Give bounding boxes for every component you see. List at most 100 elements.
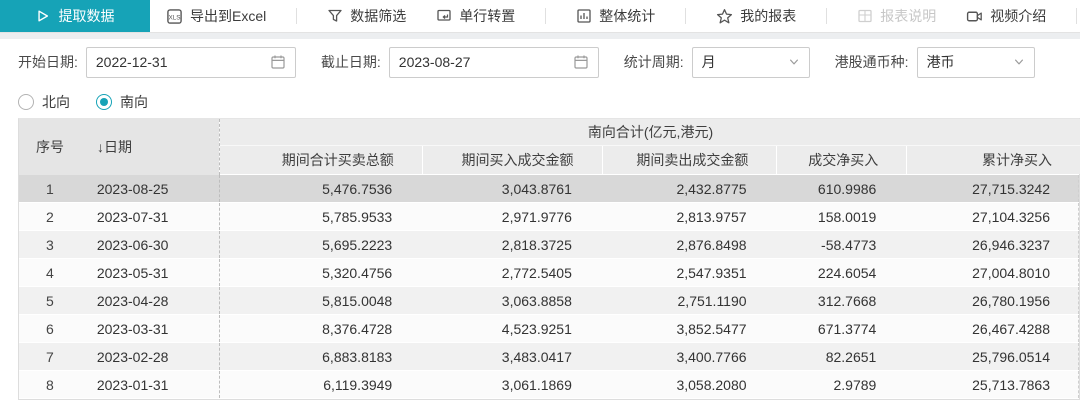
xls-file-icon: XLS (166, 8, 183, 25)
header-cumulative-net-buy[interactable]: 累计净买入 (906, 146, 1080, 174)
report-notes-button: 报表说明 (857, 6, 936, 26)
row-value: 6,119.3949 (218, 371, 421, 398)
start-date-label: 开始日期: (18, 54, 78, 70)
row-date: 2023-05-31 (80, 259, 219, 286)
northbound-label: 北向 (42, 93, 70, 110)
video-intro-button[interactable]: 视频介绍 (966, 6, 1046, 26)
currency-select[interactable]: 港币 (916, 46, 1035, 78)
row-seq: 3 (19, 231, 81, 258)
toolbar-separator (1076, 8, 1078, 24)
row-seq: 7 (19, 343, 81, 370)
calendar-icon (573, 54, 589, 70)
period-label: 统计周期: (623, 54, 684, 70)
row-value: 5,785.9533 (218, 203, 421, 230)
row-value: 82.2651 (774, 343, 905, 370)
row-value: 2,751.1190 (599, 287, 775, 314)
row-value: 27,004.8010 (904, 259, 1079, 286)
radio-northbound[interactable]: 北向 (18, 92, 70, 112)
my-reports-button[interactable]: 我的报表 (716, 6, 796, 26)
table-row[interactable]: 8 2023-01-31 6,119.3949 3,061.1869 3,058.208… (19, 371, 1079, 399)
row-date: 2023-04-28 (80, 287, 219, 314)
row-date: 2023-06-30 (80, 231, 219, 258)
period-select[interactable]: 月 (691, 46, 810, 78)
data-table: 序号 ↓日期 南向合计(亿元,港元) 期间合计买卖总额 期间买入成交金额 期间卖… (18, 118, 1080, 400)
filter-bar: 开始日期: 2022-12-31 截止日期: 2023-08-27 统计周期: … (0, 39, 1080, 85)
toolbar-separator (296, 8, 298, 24)
bar-chart-icon (576, 8, 592, 24)
header-net-buy[interactable]: 成交净买入 (776, 146, 907, 174)
table-row[interactable]: 5 2023-04-28 5,815.0048 3,063.8858 2,751.119… (19, 287, 1079, 315)
currency-label: 港股通币种: (834, 54, 909, 70)
header-seq[interactable]: 序号 (36, 139, 64, 155)
row-value: 224.6054 (774, 259, 905, 286)
row-value: 2,547.9351 (599, 259, 775, 286)
header-date-sort[interactable]: ↓日期 (97, 139, 132, 155)
row-value: 3,061.1869 (420, 371, 600, 398)
star-icon (716, 8, 733, 25)
row-value: 610.9986 (774, 175, 905, 202)
row-seq: 1 (19, 175, 81, 202)
row-transpose-button[interactable]: 单行转置 (436, 6, 515, 26)
export-excel-button[interactable]: XLS 导出到Excel (166, 6, 266, 26)
row-value: 2.9789 (774, 371, 905, 398)
row-date: 2023-07-31 (80, 203, 219, 230)
play-icon (36, 9, 50, 23)
data-filter-button[interactable]: 数据筛选 (327, 6, 406, 26)
row-date: 2023-08-25 (80, 175, 219, 202)
transpose-icon (436, 8, 452, 24)
row-value: 25,713.7863 (904, 371, 1079, 398)
table-row[interactable]: 6 2023-03-31 8,376.4728 4,523.9251 3,852.547… (19, 315, 1079, 343)
table-row[interactable]: 3 2023-06-30 5,695.2223 2,818.3725 2,876.849… (19, 231, 1079, 259)
row-seq: 2 (19, 203, 81, 230)
row-date: 2023-03-31 (80, 315, 219, 342)
table-row[interactable]: 2 2023-07-31 5,785.9533 2,971.9776 2,813.975… (19, 203, 1079, 231)
row-date: 2023-01-31 (80, 371, 219, 398)
row-value: 2,813.9757 (599, 203, 775, 230)
row-value: 26,780.1956 (904, 287, 1079, 314)
row-value: 2,772.5405 (420, 259, 600, 286)
toolbar-divider-band (0, 33, 1080, 39)
toolbar-separator (826, 8, 828, 24)
sub-header-row: 期间合计买卖总额 期间买入成交金额 期间卖出成交金额 成交净买入 累计净买入 (220, 146, 1080, 174)
chevron-down-icon (1013, 56, 1025, 68)
toolbar: 提取数据 XLS 导出到Excel 数据筛选 单行转置 (0, 0, 1080, 33)
header-total-turnover[interactable]: 期间合计买卖总额 (220, 146, 422, 174)
extract-data-label: 提取数据 (58, 8, 115, 24)
overall-stats-button[interactable]: 整体统计 (576, 6, 655, 26)
extract-data-button[interactable]: 提取数据 (0, 0, 150, 32)
table-row[interactable]: 1 2023-08-25 5,476.7536 3,043.8761 2,432.877… (19, 175, 1079, 203)
end-date-input[interactable]: 2023-08-27 (388, 46, 599, 78)
row-seq: 8 (19, 371, 81, 398)
end-date-value: 2023-08-27 (398, 54, 471, 70)
row-transpose-label: 单行转置 (459, 8, 516, 24)
row-value: 5,695.2223 (218, 231, 421, 258)
group-header: 南向合计(亿元,港元) (220, 119, 1080, 146)
period-value: 月 (701, 54, 716, 70)
row-value: 3,400.7766 (599, 343, 775, 370)
export-excel-label: 导出到Excel (190, 8, 267, 24)
my-reports-label: 我的报表 (740, 8, 797, 24)
row-seq: 5 (19, 287, 81, 314)
start-date-input[interactable]: 2022-12-31 (85, 46, 296, 78)
row-value: 26,946.3237 (904, 231, 1079, 258)
data-filter-label: 数据筛选 (350, 8, 407, 24)
row-value: 3,063.8858 (420, 287, 600, 314)
row-value: 3,043.8761 (420, 175, 600, 202)
row-value: 3,852.5477 (599, 315, 775, 342)
table-header: 序号 ↓日期 南向合计(亿元,港元) 期间合计买卖总额 期间买入成交金额 期间卖… (19, 119, 1080, 175)
radio-southbound[interactable]: 南向 (96, 92, 148, 112)
overall-stats-label: 整体统计 (599, 8, 656, 24)
row-value: 8,376.4728 (218, 315, 421, 342)
toolbar-separator (545, 8, 547, 24)
row-value: 3,058.2080 (599, 371, 775, 398)
svg-text:XLS: XLS (168, 14, 180, 21)
table-row[interactable]: 7 2023-02-28 6,883.8183 3,483.0417 3,400.776… (19, 343, 1079, 371)
app-window: 提取数据 XLS 导出到Excel 数据筛选 单行转置 (0, 0, 1080, 400)
row-value: 6,883.8183 (218, 343, 421, 370)
row-seq: 4 (19, 259, 81, 286)
table-row[interactable]: 4 2023-05-31 5,320.4756 2,772.5405 2,547.935… (19, 259, 1079, 287)
report-notes-label: 报表说明 (880, 8, 937, 24)
header-buy-amount[interactable]: 期间买入成交金额 (421, 146, 602, 174)
table-body: 1 2023-08-25 5,476.7536 3,043.8761 2,432.877… (19, 175, 1079, 399)
header-sell-amount[interactable]: 期间卖出成交金额 (601, 146, 777, 174)
